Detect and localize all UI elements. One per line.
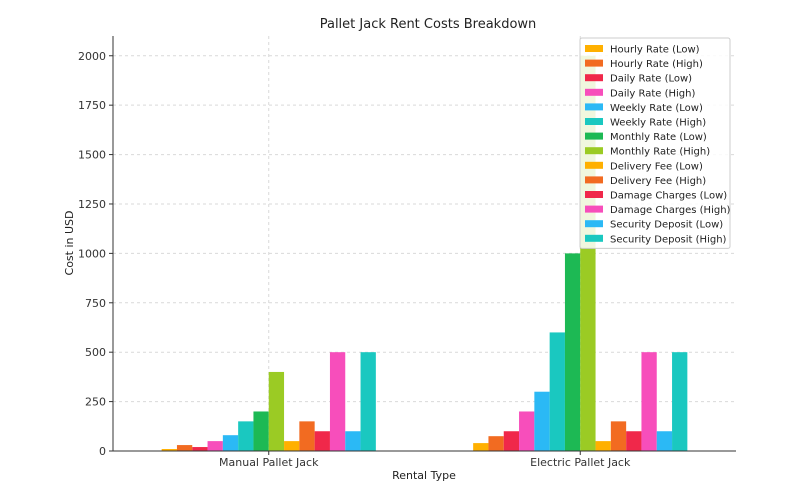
bar [503, 431, 520, 451]
y-tick-label: 1500 [78, 149, 106, 162]
bar [284, 441, 300, 451]
bar [299, 421, 315, 451]
chart-title: Pallet Jack Rent Costs Breakdown [320, 17, 537, 32]
bar [473, 443, 489, 451]
y-axis-title: Cost in USD [63, 211, 76, 276]
bar [564, 253, 581, 451]
bar [672, 352, 688, 451]
x-tick-label: Manual Pallet Jack [219, 456, 319, 469]
bar [610, 421, 627, 451]
legend-label: Hourly Rate (High) [610, 59, 703, 70]
legend-label: Daily Rate (High) [610, 88, 695, 99]
legend-label: Monthly Rate (High) [610, 147, 710, 158]
bar [549, 332, 565, 451]
y-tick-label: 1000 [78, 247, 106, 260]
bar [329, 352, 346, 451]
legend-swatch [585, 234, 603, 242]
bar [192, 447, 208, 451]
legend-label: Weekly Rate (Low) [610, 103, 703, 114]
bar [595, 441, 611, 451]
y-tick-label: 1250 [78, 198, 106, 211]
y-tick-label: 500 [85, 346, 106, 359]
bar [176, 445, 193, 451]
legend-swatch [585, 147, 603, 155]
legend-swatch [585, 205, 603, 213]
y-tick-label: 0 [99, 445, 106, 458]
y-tick-label: 250 [85, 396, 106, 409]
legend-swatch [585, 176, 603, 184]
bar [641, 352, 657, 451]
legend: Hourly Rate (Low) Hourly Rate (High) Daily… [579, 37, 731, 249]
bar [519, 411, 535, 451]
bar [360, 352, 376, 451]
legend-label: Monthly Rate (Low) [610, 132, 707, 143]
legend-label: Hourly Rate (Low) [610, 45, 700, 56]
legend-swatch [585, 220, 603, 228]
bar [238, 421, 254, 451]
legend-swatch [585, 132, 603, 140]
bar [253, 411, 269, 451]
legend-label: Daily Rate (Low) [610, 74, 692, 85]
legend-label: Damage Charges (High) [610, 205, 731, 216]
legend-label: Security Deposit (High) [610, 234, 727, 245]
x-axis-title: Rental Type [392, 469, 456, 482]
legend-swatch [585, 103, 603, 111]
bar [268, 371, 285, 451]
legend-swatch [585, 191, 603, 198]
bar [626, 431, 642, 451]
x-tick-label: Electric Pallet Jack [530, 456, 631, 469]
legend-label: Security Deposit (Low) [610, 220, 723, 231]
y-tick-label: 2000 [78, 50, 106, 63]
bar [656, 431, 673, 451]
bar [161, 449, 177, 451]
axis-layer: 0 250 500 750 1000 1250 1500 1750 2000 Manual Pal… [78, 36, 736, 469]
legend-box [579, 37, 731, 249]
legend-label: Damage Charges (Low) [610, 191, 727, 202]
bar [488, 436, 504, 451]
y-tick-label: 750 [85, 297, 106, 310]
bar [207, 441, 223, 451]
bar [534, 391, 550, 451]
legend-swatch [585, 88, 603, 96]
legend-label: Weekly Rate (High) [610, 118, 706, 129]
legend-label: Delivery Fee (Low) [610, 161, 703, 172]
bar [345, 431, 361, 451]
legend-swatch [585, 74, 603, 82]
legend-label: Delivery Fee (High) [610, 176, 706, 187]
y-tick-label: 1750 [78, 99, 106, 112]
bar [222, 435, 239, 451]
legend-swatch [585, 161, 603, 169]
legend-swatch [585, 59, 603, 67]
bar [314, 431, 330, 451]
grid-layer [113, 36, 736, 451]
legend-swatch [585, 45, 603, 52]
legend-swatch [585, 118, 603, 125]
